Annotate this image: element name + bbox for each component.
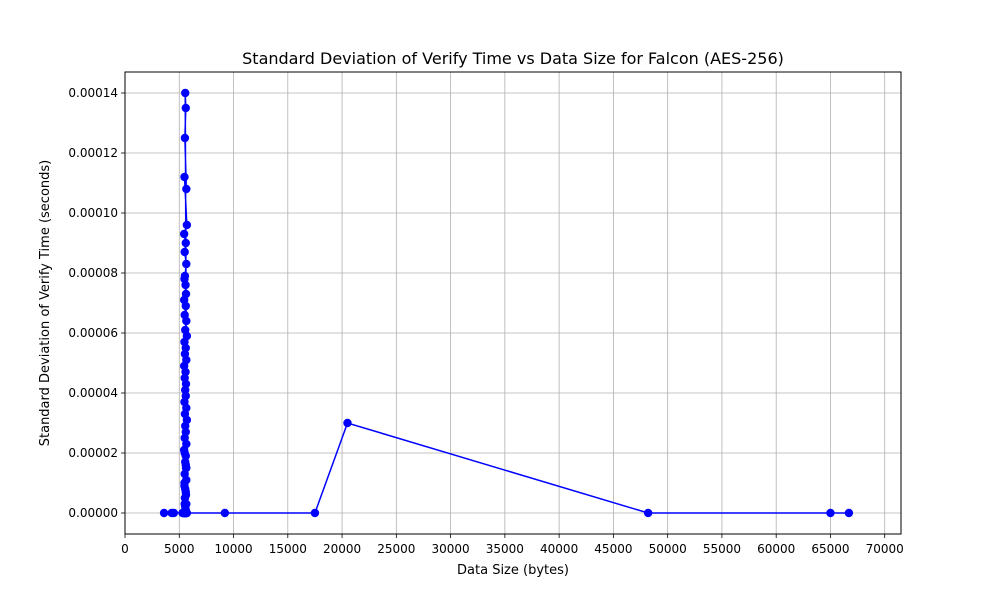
data-point: [180, 274, 189, 284]
series-line: [164, 92, 849, 514]
data-point: [181, 88, 190, 98]
x-tick-label: 50000: [649, 542, 687, 556]
x-tick-label: 0: [121, 542, 129, 556]
x-tick-label: 55000: [703, 542, 741, 556]
x-axis-label: Data Size (bytes): [457, 563, 569, 578]
data-point: [181, 508, 190, 518]
data-point: [343, 418, 352, 428]
data-point: [643, 508, 653, 518]
x-tick-label: 60000: [757, 542, 795, 556]
data-point: [182, 259, 191, 269]
y-axis-ticks: 0.00000 0.00002 0.00004 0.00006 0.00008 0.000…: [68, 86, 125, 520]
x-tick-label: 30000: [432, 542, 470, 556]
data-point: [220, 508, 230, 518]
y-tick-label: 0.00008: [68, 266, 118, 280]
x-tick-label: 70000: [866, 542, 904, 556]
x-tick-label: 10000: [214, 542, 252, 556]
chart-title: Standard Deviation of Verify Time vs Dat…: [242, 49, 784, 68]
data-point: [844, 508, 854, 518]
data-point: [181, 238, 190, 248]
x-tick-label: 15000: [269, 542, 307, 556]
x-tick-label: 65000: [811, 542, 849, 556]
data-point: [180, 133, 190, 143]
data-point: [180, 499, 189, 509]
data-point: [182, 463, 191, 473]
plot-frame: [124, 71, 902, 535]
y-tick-label: 0.00014: [68, 86, 118, 100]
y-tick-label: 0.00010: [68, 206, 118, 220]
y-tick-label: 0.00002: [68, 446, 118, 460]
data-point: [181, 301, 190, 311]
x-axis-ticks: 0 5000 10000 15000 20000 25000 30000 35000 40000…: [121, 534, 904, 556]
data-point: [180, 448, 189, 458]
y-axis-label: Standard Deviation of Verify Time (secon…: [38, 160, 53, 447]
x-tick-label: 5000: [164, 542, 195, 556]
data-point: [181, 484, 190, 494]
grid: [124, 72, 901, 534]
x-tick-label: 40000: [540, 542, 578, 556]
x-tick-label: 45000: [594, 542, 632, 556]
data-point: [310, 508, 320, 518]
data-point: [182, 184, 191, 194]
data-point: [826, 508, 835, 518]
y-tick-label: 0.00006: [68, 326, 118, 340]
data-point: [179, 229, 189, 239]
y-tick-label: 0.00012: [68, 146, 118, 160]
data-point: [182, 220, 192, 230]
x-tick-label: 35000: [486, 542, 524, 556]
y-tick-label: 0.00004: [68, 386, 118, 400]
series-layer: [159, 88, 854, 518]
data-point: [181, 103, 190, 113]
data-point: [180, 247, 189, 257]
y-tick-label: 0.00000: [68, 506, 118, 520]
data-point: [159, 508, 169, 518]
data-point: [182, 316, 191, 326]
x-tick-label: 25000: [377, 542, 415, 556]
data-point: [180, 172, 189, 182]
x-tick-label: 20000: [323, 542, 361, 556]
data-point: [169, 508, 179, 518]
